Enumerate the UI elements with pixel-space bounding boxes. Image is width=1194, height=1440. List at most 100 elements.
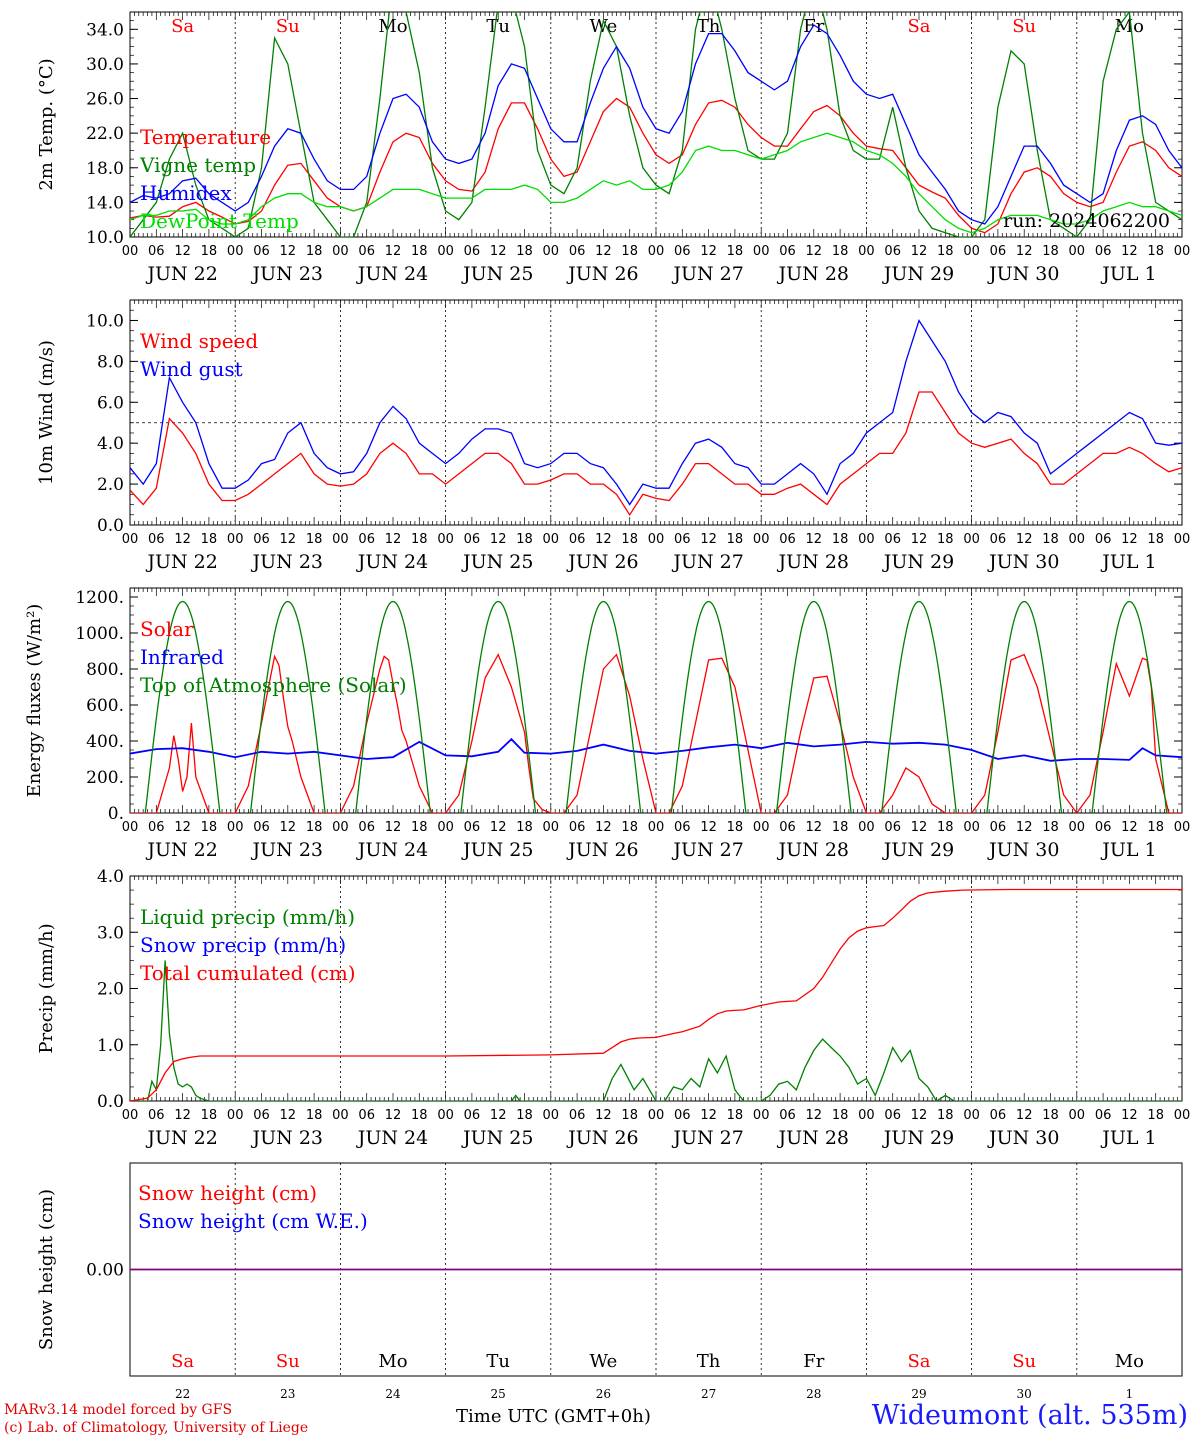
hour-label: 06	[779, 1108, 796, 1123]
y-tick-label: 34.0	[86, 20, 124, 40]
series-line	[130, 888, 1182, 1101]
hour-label: 06	[148, 532, 165, 547]
hour-label: 06	[253, 532, 270, 547]
hour-label: 00	[122, 532, 139, 547]
hour-label: 18	[621, 820, 638, 835]
hour-label: 12	[595, 532, 612, 547]
hour-label: 00	[1069, 244, 1086, 259]
hour-label: 06	[464, 244, 481, 259]
hour-label: 00	[437, 1108, 454, 1123]
hour-label: 06	[253, 244, 270, 259]
hour-label: 12	[280, 244, 297, 259]
y-tick-label: 4.0	[97, 434, 124, 454]
panel-snow: 0.00 Snow height (cm) Sa Su Mo Tu We Th Fr Sa Su Mo…	[36, 1162, 1183, 1400]
day-name: We	[590, 1351, 618, 1372]
hour-label: 12	[280, 532, 297, 547]
hour-label: 12	[911, 244, 928, 259]
date-label: JUN 29	[882, 839, 954, 861]
date-label: JUL 1	[1100, 839, 1156, 861]
day-number: 28	[806, 1387, 821, 1400]
legend-entry: Top of Atmosphere (Solar)	[140, 673, 407, 697]
day-number: 24	[385, 1387, 401, 1400]
date-label: JUN 29	[882, 263, 954, 285]
hour-label: 06	[358, 532, 375, 547]
hour-label: 06	[884, 1108, 901, 1123]
hour-label: 18	[306, 820, 323, 835]
hour-label: 12	[806, 820, 823, 835]
day-number: 1	[1126, 1387, 1134, 1400]
hour-label: 06	[779, 244, 796, 259]
hour-label: 12	[806, 1108, 823, 1123]
hour-label: 06	[358, 820, 375, 835]
y-tick-label: 22.0	[86, 124, 124, 144]
hour-label: 06	[1095, 820, 1112, 835]
date-label: JUN 30	[987, 1127, 1059, 1149]
hour-label: 00	[227, 244, 244, 259]
legend-entry: Total cumulated (cm)	[140, 961, 356, 985]
day-name: Tu	[486, 16, 510, 37]
hour-label: 00	[1069, 820, 1086, 835]
hour-label: 06	[148, 1108, 165, 1123]
hour-label: 06	[674, 1108, 691, 1123]
series-line	[130, 653, 1182, 813]
hour-label: 12	[806, 244, 823, 259]
hour-label: 18	[306, 1108, 323, 1123]
hour-label: 18	[516, 820, 533, 835]
hour-label: 12	[490, 1108, 507, 1123]
date-label: JUN 25	[461, 263, 533, 285]
hour-label: 12	[1121, 532, 1138, 547]
date-label: JUL 1	[1100, 551, 1156, 573]
hour-label: 18	[937, 820, 954, 835]
legend-entry: Infrared	[140, 645, 224, 669]
hour-label: 18	[727, 820, 744, 835]
date-label: JUN 26	[566, 1127, 638, 1149]
day-name: Sa	[907, 1351, 930, 1372]
hour-label: 00	[437, 532, 454, 547]
legend-entry: Snow precip (mm/h)	[140, 933, 346, 957]
hour-label: 06	[674, 532, 691, 547]
date-label: JUN 24	[356, 839, 428, 861]
hour-label: 00	[648, 532, 665, 547]
day-name: Su	[1012, 1351, 1036, 1372]
date-label: JUN 25	[461, 1127, 533, 1149]
day-number: 25	[491, 1387, 506, 1400]
y-tick-label: 1.0	[97, 1036, 124, 1056]
date-label: JUN 22	[145, 839, 217, 861]
y-tick-label: 0.0	[97, 516, 124, 536]
hour-label: 06	[990, 820, 1007, 835]
series-line	[144, 600, 1168, 813]
panel-wind: 0.0 2.0 4.0 6.0 8.0 10.0 10m Wind (m/s) 00 06 12 1…	[36, 299, 1191, 573]
date-label: JUN 27	[671, 1127, 743, 1149]
hour-label: 00	[122, 820, 139, 835]
hour-label: 00	[543, 532, 560, 547]
hour-label: 06	[464, 820, 481, 835]
hour-label: 12	[700, 244, 717, 259]
hour-label: 06	[990, 244, 1007, 259]
y-tick-label: 26.0	[86, 90, 124, 110]
hour-label: 00	[227, 820, 244, 835]
date-label: JUN 24	[356, 263, 428, 285]
hour-label: 18	[1042, 820, 1059, 835]
hour-label: 18	[411, 820, 428, 835]
hour-label: 00	[543, 1108, 560, 1123]
day-name: Su	[276, 16, 300, 37]
hour-label: 00	[1174, 532, 1191, 547]
hour-label: 18	[1042, 244, 1059, 259]
date-label: JUN 24	[356, 551, 428, 573]
meteogram: 10.014.018.022.026.030.034.02m Temp. (°C…	[24, 11, 1191, 1400]
date-label: JUN 23	[251, 551, 323, 573]
hour-label: 12	[280, 820, 297, 835]
hour-label: 12	[595, 244, 612, 259]
hour-label: 00	[1069, 532, 1086, 547]
hour-label: 12	[385, 532, 402, 547]
hour-label: 12	[806, 532, 823, 547]
date-label: JUN 28	[777, 263, 849, 285]
hour-label: 18	[1042, 532, 1059, 547]
hour-label: 18	[1147, 820, 1164, 835]
hour-label: 18	[621, 244, 638, 259]
y-tick-label: 10.0	[86, 228, 124, 248]
y-tick-label: 30.0	[86, 55, 124, 75]
station-name: Wideumont (alt. 535m)	[871, 1400, 1188, 1431]
date-label: JUL 1	[1100, 263, 1156, 285]
day-number: 27	[701, 1387, 716, 1400]
